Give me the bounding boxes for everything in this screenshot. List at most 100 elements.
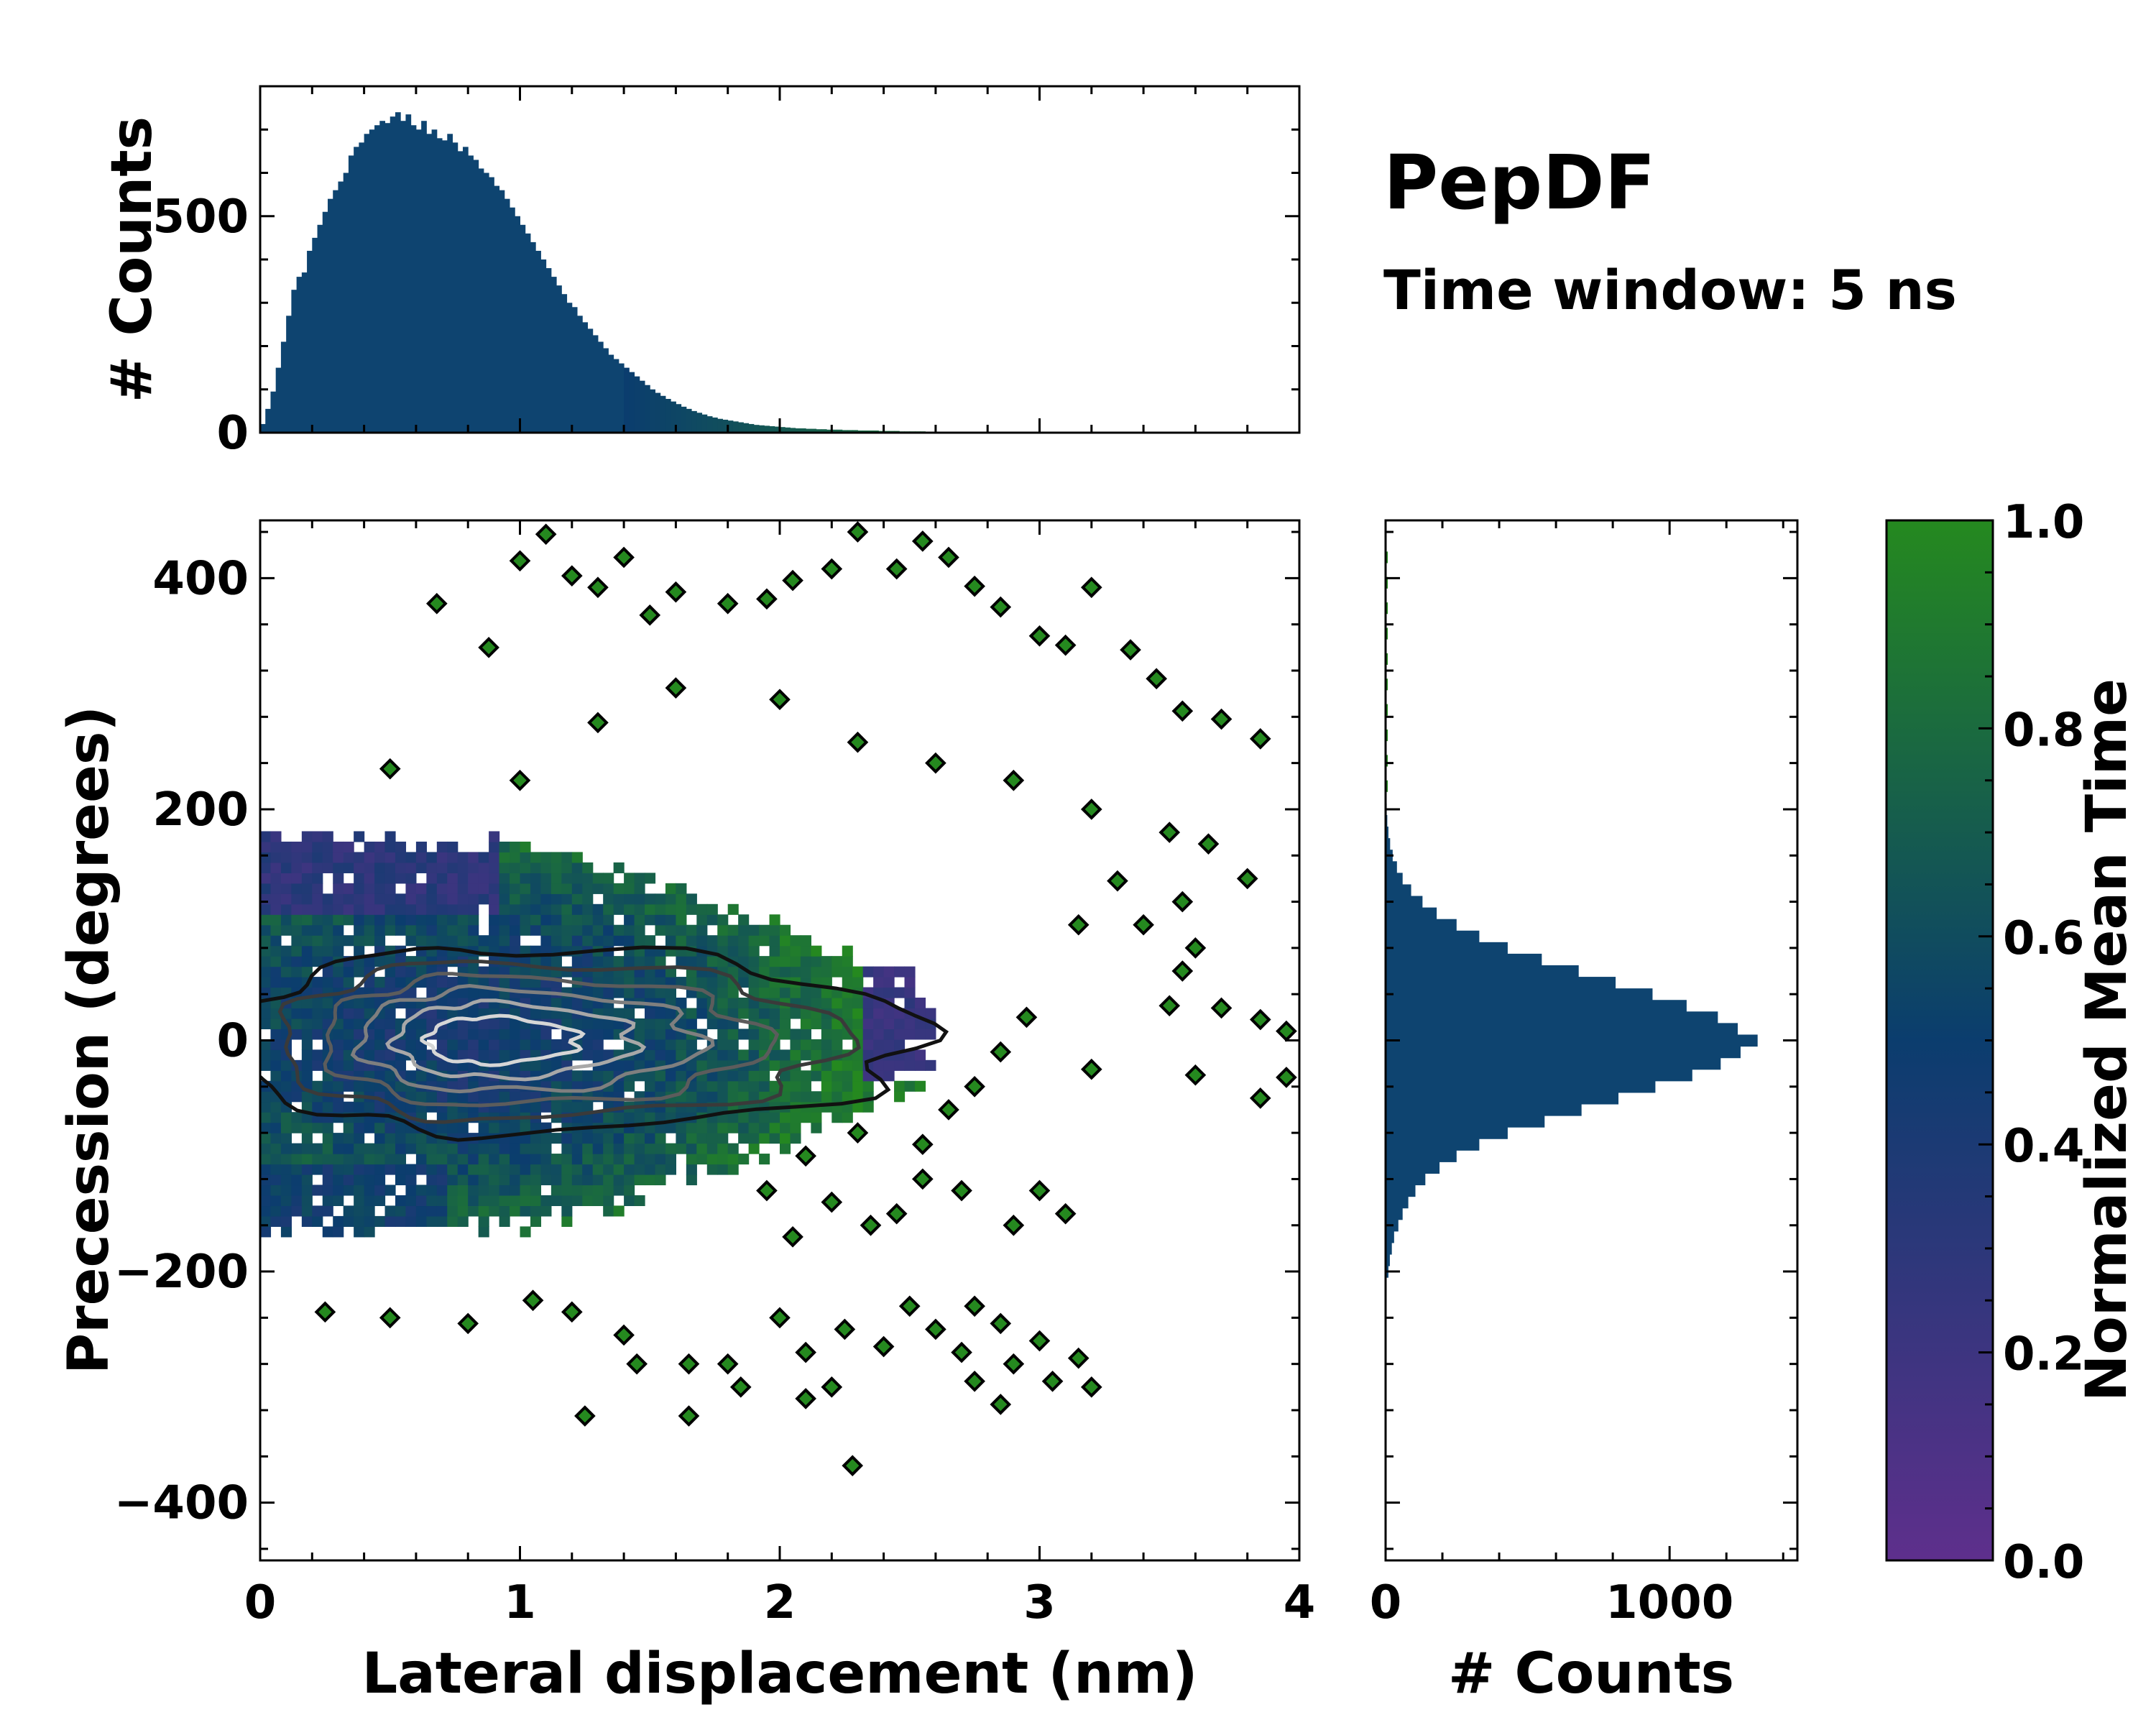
heatmap-cell xyxy=(415,1049,427,1061)
top-histogram-bar xyxy=(571,307,578,433)
heatmap-cell xyxy=(655,903,666,915)
heatmap-cell xyxy=(354,1215,365,1227)
heatmap-cell xyxy=(530,1133,542,1144)
heatmap-cell xyxy=(727,1029,739,1040)
heatmap-cell xyxy=(748,1049,760,1061)
heatmap-cell xyxy=(696,1143,708,1154)
sparse-bin xyxy=(1015,1006,1038,1029)
heatmap-cell xyxy=(333,1029,344,1040)
heatmap-cell xyxy=(727,987,739,998)
heatmap-cell xyxy=(280,914,292,926)
heatmap-cell xyxy=(447,1195,459,1207)
heatmap-cell xyxy=(873,966,885,978)
heatmap-cell xyxy=(478,1029,489,1040)
heatmap-cell xyxy=(645,987,656,998)
heatmap-cell xyxy=(800,1018,811,1030)
right-histogram-bar xyxy=(1386,988,1653,1000)
heatmap-cell xyxy=(592,883,604,894)
top-histogram-bar xyxy=(712,417,718,433)
heatmap-cell xyxy=(904,977,916,988)
heatmap-cell xyxy=(291,1205,303,1217)
heatmap-cell xyxy=(603,1143,614,1154)
heatmap-cell xyxy=(354,1080,365,1092)
heatmap-cell xyxy=(655,1133,666,1144)
heatmap-cell xyxy=(312,883,323,894)
top-histogram-bar xyxy=(468,155,474,433)
heatmap-cell xyxy=(426,893,438,905)
sparse-bin xyxy=(626,1353,648,1375)
sparse-bin xyxy=(964,1075,985,1098)
heatmap-cell xyxy=(676,1143,687,1154)
heatmap-cell xyxy=(852,1080,864,1092)
heatmap-cell xyxy=(457,1018,469,1030)
heatmap-cell xyxy=(457,924,469,936)
heatmap-cell xyxy=(530,862,542,873)
heatmap-cell xyxy=(343,1008,354,1019)
heatmap-cell xyxy=(447,1091,459,1103)
heatmap-cell xyxy=(540,1133,552,1144)
heatmap-cell xyxy=(676,935,687,947)
heatmap-cell xyxy=(831,1029,843,1040)
heatmap-cell xyxy=(312,1059,323,1071)
heatmap-cell xyxy=(603,956,614,967)
heatmap-cell xyxy=(655,1174,666,1186)
heatmap-cell xyxy=(686,1091,697,1103)
heatmap-cell xyxy=(925,1008,936,1019)
sparse-bin xyxy=(898,1295,921,1317)
heatmap-cell xyxy=(727,1112,739,1123)
heatmap-cell xyxy=(364,1195,375,1207)
heatmap-cell xyxy=(260,893,272,905)
heatmap-cell xyxy=(354,862,365,873)
heatmap-cell xyxy=(582,862,594,873)
heatmap-cell xyxy=(478,873,489,884)
heatmap-cell xyxy=(260,1154,272,1165)
heatmap-cell xyxy=(520,873,531,884)
heatmap-cell xyxy=(291,1174,303,1186)
heatmap-cell xyxy=(384,862,396,873)
heatmap-cell xyxy=(624,1164,635,1175)
heatmap-cell xyxy=(426,1008,438,1019)
top-histogram-bar xyxy=(540,259,547,433)
heatmap-cell xyxy=(343,1133,354,1144)
heatmap-cell xyxy=(571,924,583,936)
heatmap-cell xyxy=(520,977,531,988)
heatmap-cell xyxy=(301,852,313,863)
heatmap-cell xyxy=(571,873,583,884)
heatmap-cell xyxy=(831,1070,843,1082)
heatmap-cell xyxy=(634,1143,645,1154)
heatmap-cell xyxy=(520,1039,531,1050)
heatmap-cell xyxy=(426,1122,438,1133)
heatmap-cell xyxy=(520,1059,531,1071)
sparse-bin xyxy=(1249,728,1271,750)
heatmap-cell xyxy=(624,1112,635,1123)
heatmap-cells xyxy=(260,521,1297,1476)
heatmap-cell xyxy=(354,1195,365,1207)
sparse-bin xyxy=(613,546,635,569)
heatmap-cell xyxy=(831,956,843,967)
right-histogram-bar xyxy=(1386,896,1423,908)
heatmap-cell xyxy=(499,1049,510,1061)
contour-line xyxy=(420,1013,586,1067)
sparse-bin xyxy=(885,558,908,580)
right-histogram-bar xyxy=(1386,1242,1392,1255)
heatmap-cell xyxy=(706,1143,718,1154)
sparse-bin xyxy=(821,1376,843,1398)
heatmap-cell xyxy=(270,862,282,873)
sparse-bin xyxy=(587,712,609,734)
heatmap-cell xyxy=(291,914,303,926)
heatmap-cell xyxy=(468,862,479,873)
heatmap-cell xyxy=(333,1059,344,1071)
right-histogram-bar xyxy=(1386,1184,1416,1197)
heatmap-cell xyxy=(530,956,542,967)
sparse-bin xyxy=(860,1214,882,1236)
heatmap-cell xyxy=(395,1143,407,1154)
heatmap-cell xyxy=(842,1112,853,1123)
heatmap-cell xyxy=(738,1133,750,1144)
heatmap-cell xyxy=(489,883,500,894)
heatmap-cell xyxy=(395,1174,407,1186)
heatmap-cell xyxy=(364,1205,375,1217)
heatmap-cell xyxy=(280,1133,292,1144)
heatmap-cell xyxy=(457,1143,469,1154)
heatmap-cell xyxy=(738,977,750,988)
heatmap-cell xyxy=(364,1174,375,1186)
